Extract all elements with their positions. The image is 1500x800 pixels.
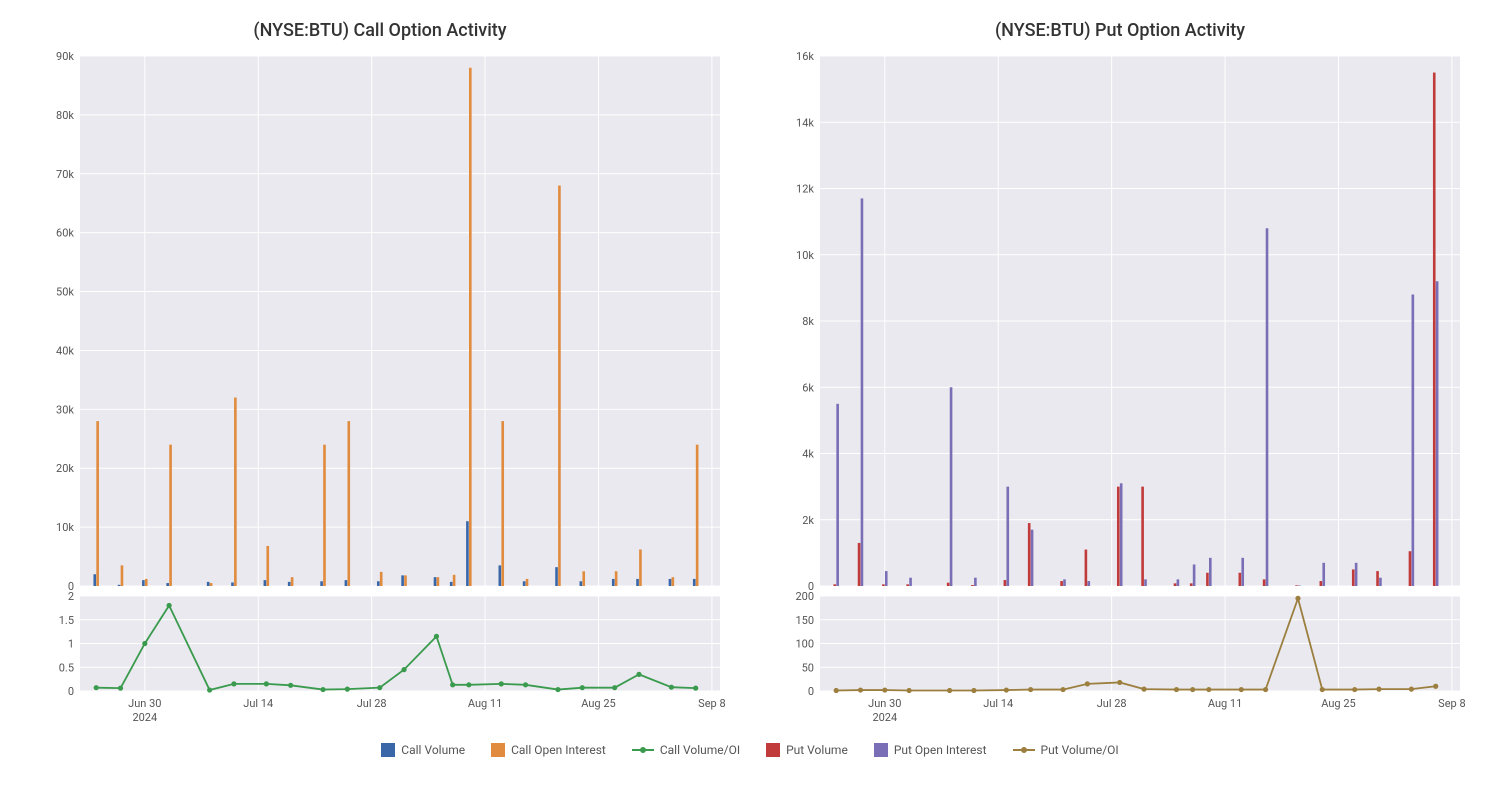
svg-text:Aug 25: Aug 25 [1321, 697, 1355, 710]
svg-text:90k: 90k [56, 51, 74, 63]
legend-label: Call Volume [401, 743, 465, 757]
svg-text:2024: 2024 [872, 711, 897, 724]
svg-text:Sep 8: Sep 8 [1438, 697, 1465, 710]
svg-text:1: 1 [68, 638, 74, 651]
svg-text:60k: 60k [56, 227, 74, 240]
svg-text:150: 150 [795, 614, 814, 627]
svg-text:Aug 11: Aug 11 [1208, 697, 1242, 710]
svg-text:6k: 6k [802, 381, 814, 394]
legend-item: Call Open Interest [491, 743, 606, 757]
call-bar-chart: 0 10k 20k 30k 40k 50k 60k 70k 80k 90k [30, 51, 730, 591]
legend-label: Call Open Interest [511, 743, 606, 757]
svg-text:100: 100 [795, 638, 814, 651]
call-ratio-chart: 0 0.5 1 1.5 2 Jun 302024 Jul 14 Jul 28 Aug 11 Aug… [30, 591, 730, 731]
legend-line-swatch [632, 745, 654, 755]
legend-line-swatch [1013, 745, 1035, 755]
svg-text:10k: 10k [56, 521, 74, 534]
legend-label: Put Volume [786, 743, 848, 757]
svg-text:Sep 8: Sep 8 [698, 697, 725, 710]
svg-text:0: 0 [808, 685, 814, 698]
svg-text:Jul 14: Jul 14 [983, 697, 1013, 710]
svg-text:50: 50 [802, 661, 814, 674]
svg-text:2024: 2024 [132, 711, 157, 724]
svg-text:1.5: 1.5 [59, 614, 74, 627]
legend-item: Call Volume/OI [632, 743, 740, 757]
put-chart-stack: 0 2k 4k 6k 8k 10k 12k 14k 16k 0 50 100 150 200 Jun 30… [770, 51, 1470, 731]
call-chart-stack: 0 10k 20k 30k 40k 50k 60k 70k 80k 90k 0 0.5 1 1.5 2 Ju… [30, 51, 730, 731]
call-title: (NYSE:BTU) Call Option Activity [253, 20, 506, 41]
svg-text:Jul 28: Jul 28 [1097, 697, 1127, 710]
svg-text:8k: 8k [802, 315, 814, 328]
svg-text:0.5: 0.5 [59, 661, 74, 674]
svg-text:0: 0 [68, 685, 74, 698]
svg-text:10k: 10k [796, 249, 814, 262]
svg-text:Jun 30: Jun 30 [868, 697, 901, 710]
legend-item: Call Volume [381, 743, 465, 757]
svg-text:Aug 25: Aug 25 [581, 697, 615, 710]
put-panel: (NYSE:BTU) Put Option Activity 0 2k 4k 6k 8k… [770, 20, 1470, 731]
svg-text:0: 0 [808, 580, 814, 591]
call-panel: (NYSE:BTU) Call Option Activity 0 10k 20k 3… [30, 20, 730, 731]
svg-text:Jul 14: Jul 14 [243, 697, 273, 710]
legend-item: Put Volume [766, 743, 848, 757]
svg-text:14k: 14k [796, 116, 814, 129]
svg-text:4k: 4k [802, 448, 814, 461]
svg-text:70k: 70k [56, 168, 74, 181]
legend-label: Call Volume/OI [660, 743, 740, 757]
svg-text:2: 2 [68, 591, 74, 603]
svg-text:Jun 30: Jun 30 [128, 697, 161, 710]
put-bar-chart: 0 2k 4k 6k 8k 10k 12k 14k 16k [770, 51, 1470, 591]
svg-text:80k: 80k [56, 109, 74, 122]
svg-text:40k: 40k [56, 344, 74, 357]
legend-item: Put Open Interest [874, 743, 987, 757]
legend-label: Put Open Interest [894, 743, 987, 757]
svg-text:0: 0 [68, 580, 74, 591]
legend-swatch [491, 743, 505, 757]
put-title: (NYSE:BTU) Put Option Activity [995, 20, 1245, 41]
put-ratio-chart: 0 50 100 150 200 Jun 302024 Jul 14 Jul 28 Aug 11… [770, 591, 1470, 731]
chart-container: (NYSE:BTU) Call Option Activity 0 10k 20k 3… [10, 20, 1490, 731]
svg-text:12k: 12k [796, 183, 814, 196]
svg-text:30k: 30k [56, 403, 74, 416]
legend-label: Put Volume/OI [1041, 743, 1119, 757]
svg-text:16k: 16k [796, 51, 814, 63]
legend-swatch [874, 743, 888, 757]
legend: Call Volume Call Open Interest Call Volume… [10, 743, 1490, 757]
legend-swatch [381, 743, 395, 757]
legend-swatch [766, 743, 780, 757]
legend-item: Put Volume/OI [1013, 743, 1119, 757]
svg-text:200: 200 [795, 591, 814, 603]
svg-text:Jul 28: Jul 28 [357, 697, 387, 710]
svg-text:50k: 50k [56, 286, 74, 299]
svg-text:2k: 2k [802, 514, 814, 527]
svg-text:Aug 11: Aug 11 [468, 697, 502, 710]
svg-text:20k: 20k [56, 462, 74, 475]
